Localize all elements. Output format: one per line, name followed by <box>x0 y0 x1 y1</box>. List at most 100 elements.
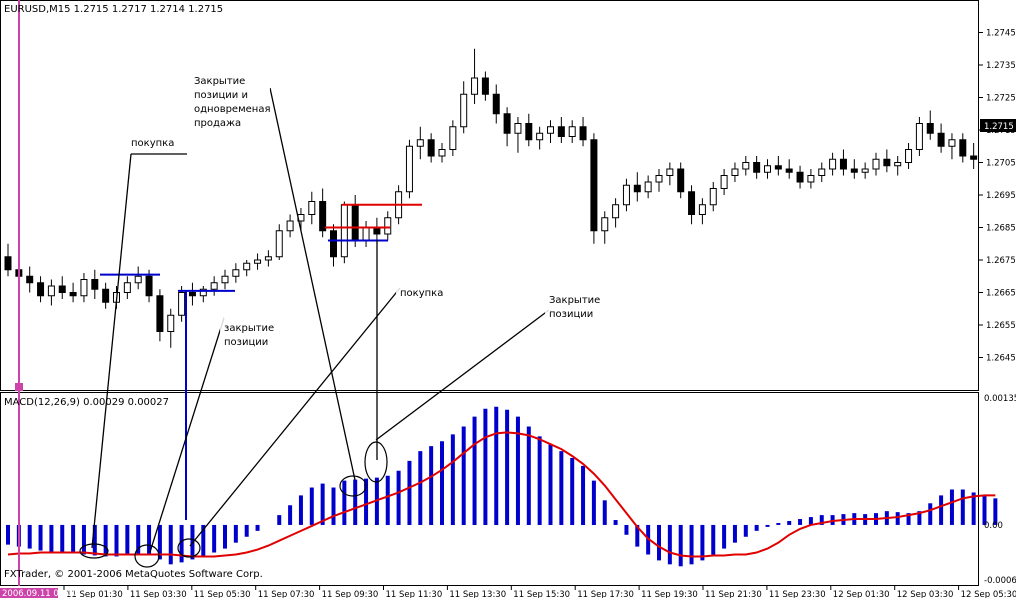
candle <box>579 117 587 147</box>
time-tick-label: 11 Sep 07:30 <box>258 590 315 598</box>
price-tick-label: 1.2675 <box>986 256 1016 266</box>
candle <box>959 133 967 163</box>
annotation-box <box>220 318 278 352</box>
candle <box>286 214 294 238</box>
candle <box>340 201 348 264</box>
price-tick-label: 1.2705 <box>986 159 1016 169</box>
price-tick-label: 1.2735 <box>986 61 1016 71</box>
candle <box>742 156 750 176</box>
time-tick-label: 11 Sep 01:30 <box>66 590 123 598</box>
candle <box>58 276 66 299</box>
candle <box>698 198 706 225</box>
candle <box>69 282 77 303</box>
candle <box>547 120 554 143</box>
candle <box>557 117 565 143</box>
candle <box>199 286 207 303</box>
candle <box>134 266 142 290</box>
annotation-ellipse <box>364 441 388 483</box>
candle <box>633 172 641 202</box>
indicator-info: MACD(12,26,9) 0.00029 0.00027 <box>4 397 169 408</box>
annotation-close-sell-line3: одновременая <box>194 104 270 115</box>
candle <box>915 117 923 156</box>
price-axis: 1.2745 1.2735 1.2725 1.2715 1.2705 1.2695 1.26… <box>979 29 1016 364</box>
candle <box>644 175 652 199</box>
candle <box>753 156 761 179</box>
candle <box>894 156 902 176</box>
price-tick-label: 1.2695 <box>986 191 1016 201</box>
candle <box>926 110 934 140</box>
candle <box>384 211 392 241</box>
macd-tick-label: 0.00 <box>984 521 1003 531</box>
candle <box>156 289 164 342</box>
annotation-ellipse <box>79 543 109 559</box>
candle <box>937 123 945 153</box>
annotation-leader <box>375 309 550 441</box>
candle <box>438 143 446 163</box>
candle <box>330 224 337 267</box>
price-tick-label: 1.2665 <box>986 289 1016 299</box>
annotation-close-2-line2: позиции <box>549 309 593 320</box>
candle <box>481 71 489 101</box>
candle <box>883 149 891 173</box>
symbol-info: EURUSD,M15 1.2715 1.2717 1.2714 1.2715 <box>4 4 223 15</box>
candle <box>536 126 544 150</box>
candle <box>688 185 696 225</box>
annotation-close-sell-line4: продажа <box>194 118 241 129</box>
candle <box>590 133 598 244</box>
annotation-leader <box>189 287 401 547</box>
annotation-ellipse <box>339 475 367 497</box>
candle <box>427 133 435 163</box>
candle <box>850 159 858 179</box>
candle <box>405 139 413 199</box>
annotation-close-1-line2: позиции <box>224 337 268 348</box>
price-pane-frame <box>0 0 979 391</box>
candle <box>492 84 500 124</box>
annotation-close-sell-line2: позиции и <box>194 90 248 101</box>
trade-levels <box>100 203 422 520</box>
candle <box>709 182 717 212</box>
current-price-tag <box>980 119 1016 132</box>
time-tick-label: 11 Sep 15:30 <box>513 590 570 598</box>
candle <box>774 156 782 176</box>
annotation-box <box>190 72 270 130</box>
annotation-buy-1: покупка <box>131 138 174 149</box>
candle <box>449 120 457 156</box>
candle <box>26 266 34 293</box>
time-axis: 11 Sep 01:30 11 Sep 03:30 11 Sep 05:30 11 S… <box>63 586 1016 598</box>
candle <box>861 162 869 179</box>
candle <box>612 198 620 228</box>
candle <box>948 133 956 160</box>
candle <box>232 263 240 283</box>
candle <box>308 191 316 225</box>
candle <box>905 143 913 169</box>
price-tick-label: 1.2745 <box>986 29 1016 39</box>
candle <box>970 143 978 169</box>
vertical-marker-handle[interactable] <box>15 383 23 391</box>
time-tick-label: 11 Sep 05:30 <box>194 590 251 598</box>
price-tick-label: 1.2655 <box>986 321 1016 331</box>
macd-signal-line <box>7 431 996 558</box>
time-tick-label: 11 Sep 11:30 <box>386 590 443 598</box>
price-tick-label: 1.2645 <box>986 354 1016 364</box>
candle <box>829 152 837 176</box>
candle <box>839 149 847 176</box>
annotation-box <box>396 284 468 320</box>
candle <box>568 120 576 143</box>
time-tick-label: 11 Sep 21:30 <box>705 590 762 598</box>
macd-axis: 0.00135 0.00 -0.00062 <box>984 394 1016 586</box>
candle <box>37 276 45 303</box>
candle <box>80 273 88 303</box>
candle <box>731 162 739 182</box>
candle <box>601 211 609 244</box>
time-tick-label: 11 Sep 23:30 <box>769 590 826 598</box>
candle <box>818 162 826 182</box>
annotation-box <box>545 290 629 336</box>
candle <box>622 178 630 212</box>
candle <box>210 276 218 296</box>
macd-tick-label: 0.00135 <box>984 394 1016 404</box>
candle <box>319 188 327 238</box>
candle <box>254 253 262 270</box>
time-tick-label: 12 Sep 05:30 <box>961 590 1016 598</box>
candle <box>243 260 251 277</box>
candle <box>503 107 511 147</box>
